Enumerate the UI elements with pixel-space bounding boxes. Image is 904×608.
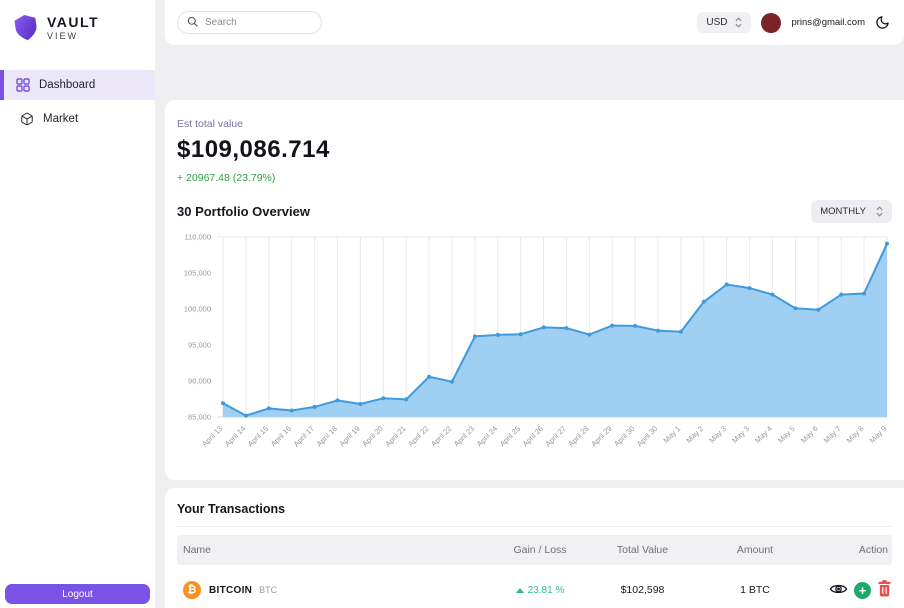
shield-logo-icon [14,14,37,41]
svg-text:95,000: 95,000 [188,341,211,350]
dark-mode-moon-icon[interactable] [875,15,890,30]
svg-text:April 30: April 30 [635,424,659,448]
view-button[interactable] [829,582,848,599]
svg-text:April 14: April 14 [223,424,247,448]
svg-text:April 27: April 27 [543,424,567,448]
add-button[interactable]: + [854,581,871,599]
portfolio-card: Est total value $109,086.714 + 20967.48 … [165,100,904,480]
svg-text:May 6: May 6 [799,424,820,445]
currency-select[interactable]: USD [697,12,752,33]
svg-text:May 3: May 3 [730,424,751,445]
topbar: USD prins@gmail.com [165,0,904,45]
column-header-name: Name [183,544,212,556]
est-total-change: + 20967.48 (23.79%) [177,172,276,184]
svg-text:May 4: May 4 [753,424,774,445]
portfolio-chart[interactable]: 85,000 90,000 95,000 100,000 105,000 110,000 A… [177,229,895,471]
svg-text:110,000: 110,000 [184,233,211,242]
bitcoin-icon: ₿ [183,581,201,599]
svg-text:100,000: 100,000 [184,305,211,314]
svg-text:May 5: May 5 [776,424,797,445]
search-input[interactable] [205,17,312,28]
grid-icon [16,78,30,92]
svg-text:105,000: 105,000 [184,269,211,278]
column-header-amount: Amount [736,544,774,556]
search-box[interactable] [177,11,322,34]
svg-text:May 1: May 1 [661,424,682,445]
svg-text:April 26: April 26 [521,424,545,448]
column-header-totalvalue: Total Value [616,544,669,556]
svg-text:April 13: April 13 [200,424,224,448]
brand-subtitle: VIEW [47,31,79,41]
brand-logo: VAULT VIEW [0,0,155,58]
chevron-updown-icon [876,206,883,217]
svg-text:May 3: May 3 [707,424,728,445]
svg-text:April 17: April 17 [292,424,316,448]
coin-name: BITCOIN [209,585,253,596]
portfolio-overview-title: 30 Portfolio Overview [177,204,310,219]
transactions-card: Your Transactions Name Gain / Loss Total… [165,488,904,608]
svg-text:April 25: April 25 [498,424,522,448]
column-header-action: Action [858,544,888,556]
column-header-gainloss: Gain / Loss [513,544,567,556]
svg-text:April 19: April 19 [337,424,361,448]
est-total-label: Est total value [177,118,243,130]
user-email: prins@gmail.com [791,17,865,28]
sidebar-item-dashboard[interactable]: Dashboard [0,70,155,100]
svg-text:April 22: April 22 [429,424,453,448]
eye-icon [829,582,848,599]
search-icon [187,14,198,32]
avatar[interactable] [761,12,782,33]
triangle-up-icon [515,588,524,593]
table-row[interactable]: ₿ BITCOIN BTC 23.81 % $102,598 1 BTC [177,565,892,608]
svg-text:May 7: May 7 [822,424,843,445]
svg-text:May 2: May 2 [684,424,705,445]
svg-text:April 24: April 24 [475,424,499,448]
sidebar-item-market[interactable]: Market [0,104,155,134]
svg-text:90,000: 90,000 [188,377,211,386]
sidebar-item-label: Market [43,113,79,125]
sidebar-nav: Dashboard Market [0,70,155,134]
sidebar-item-label: Dashboard [39,79,96,91]
svg-text:April 23: April 23 [452,424,476,448]
transactions-title: Your Transactions [177,488,892,527]
chevron-updown-icon [735,17,743,28]
svg-text:April 18: April 18 [315,424,339,448]
svg-text:April 30: April 30 [612,424,636,448]
coin-symbol: BTC [259,585,278,595]
period-value: MONTHLY [820,206,866,217]
trash-icon [877,580,892,600]
amount-value: 1 BTC [740,584,770,596]
svg-text:April 20: April 20 [360,424,384,448]
brand-name: VAULT [47,14,100,30]
period-select[interactable]: MONTHLY [811,200,892,223]
currency-value: USD [706,17,728,28]
svg-text:April 22: April 22 [406,424,430,448]
plus-icon: + [854,581,871,599]
svg-text:85,000: 85,000 [188,413,211,422]
total-value: $102,598 [620,584,665,596]
svg-text:May 9: May 9 [868,424,889,445]
delete-button[interactable] [877,580,892,600]
svg-text:April 16: April 16 [269,424,293,448]
svg-text:April 28: April 28 [566,424,590,448]
est-total-value: $109,086.714 [177,136,330,163]
svg-text:April 29: April 29 [589,424,613,448]
svg-text:April 21: April 21 [383,424,407,448]
sidebar: VAULT VIEW Dashboard Market Logout [0,0,155,608]
cube-icon [20,112,34,126]
transactions-header: Name Gain / Loss Total Value Amount Acti… [177,535,892,565]
logout-button[interactable]: Logout [5,584,150,604]
svg-text:May 8: May 8 [845,424,866,445]
svg-text:April 15: April 15 [246,424,270,448]
gain-loss-value: 23.81 % [515,585,564,596]
